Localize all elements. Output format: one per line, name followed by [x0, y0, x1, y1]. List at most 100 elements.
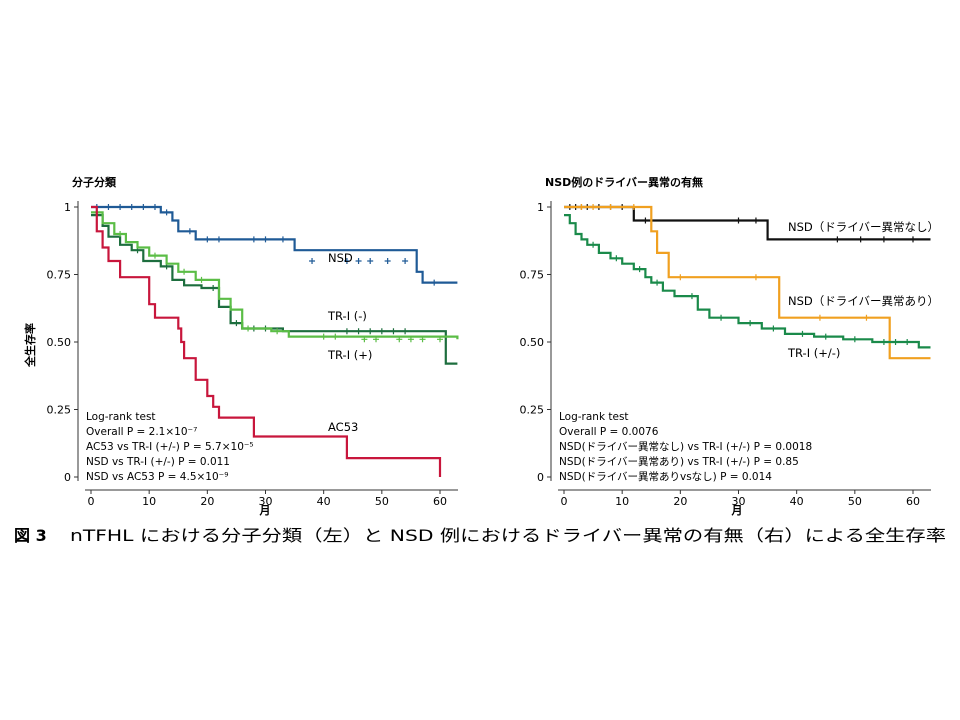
survival-curve-1 — [91, 214, 458, 365]
censor-mark — [117, 231, 124, 237]
right-series-label-driver: NSD（ドライバー異常あり） — [788, 294, 939, 308]
censor-mark — [654, 279, 661, 286]
x-tick-label: 10 — [142, 495, 156, 508]
figure-number: 図 3 — [14, 526, 47, 545]
survival-curve-2 — [564, 214, 931, 349]
censor-mark — [210, 285, 217, 291]
censor-mark — [880, 236, 887, 243]
right-stat-line: NSD(ドライバー異常なし) vs TR-I (+/-) P = 0.0018 — [559, 440, 812, 453]
censor-mark — [590, 241, 597, 248]
y-tick-label: 0.75 — [520, 269, 545, 282]
censor-mark — [204, 236, 211, 243]
censor-mark — [367, 258, 374, 264]
censor-mark — [367, 328, 374, 335]
censor-mark — [384, 258, 391, 264]
left-x-axis-label: 月 — [259, 504, 271, 517]
y-tick-label: 1 — [64, 201, 71, 214]
figure-caption: nTFHL における分子分類（左）と NSD 例におけるドライバー異常の有無（右… — [70, 526, 946, 545]
censor-mark — [636, 266, 643, 273]
censor-mark — [233, 320, 240, 327]
censor-mark — [262, 236, 269, 243]
censor-mark — [880, 339, 887, 345]
censor-mark — [613, 255, 620, 262]
x-tick-label: 20 — [673, 495, 687, 508]
y-tick-label: 1 — [537, 201, 544, 214]
censor-mark — [332, 333, 339, 340]
x-tick-label: 10 — [615, 495, 629, 508]
y-tick-label: 0.50 — [520, 336, 545, 349]
left-stat-line: Overall P = 2.1×10⁻⁷ — [86, 426, 197, 438]
censor-mark — [396, 336, 403, 343]
censor-mark — [373, 336, 380, 343]
censor-mark — [718, 314, 725, 321]
left-series-label-nsd: NSD — [328, 251, 353, 265]
y-tick-label: 0.25 — [47, 404, 72, 417]
censor-mark — [863, 314, 870, 321]
censor-mark — [181, 268, 188, 275]
x-tick-label: 60 — [906, 495, 920, 508]
censor-mark — [250, 236, 257, 243]
left-series-label-tri-plus: TR-I (+) — [327, 348, 372, 362]
right-panel-title: NSD例のドライバー異常の有無 — [545, 175, 703, 189]
censor-mark — [279, 236, 286, 243]
censor-mark — [309, 258, 316, 264]
censor-mark — [816, 314, 823, 321]
left-stat-line: NSD vs TR-I (+/-) P = 0.011 — [86, 456, 230, 468]
y-tick-label: 0.75 — [47, 269, 72, 282]
censor-mark — [857, 236, 864, 243]
survival-curve-1 — [564, 205, 931, 360]
censor-mark — [688, 293, 695, 300]
censor-mark — [437, 336, 443, 343]
censor-mark — [355, 258, 362, 264]
survival-curve-2 — [91, 211, 459, 340]
right-stat-line: Log-rank test — [559, 411, 629, 423]
censor-mark — [747, 320, 754, 327]
censor-mark — [402, 328, 409, 335]
x-tick-label: 50 — [848, 495, 862, 508]
censor-mark — [186, 228, 193, 235]
survival-curve-0 — [91, 205, 458, 284]
censor-mark — [590, 204, 597, 210]
y-tick-label: 0 — [537, 471, 544, 484]
x-tick-label: 40 — [317, 495, 331, 508]
censor-mark — [151, 252, 158, 259]
left-y-axis-label: 全生存率 — [23, 323, 37, 368]
censor-mark — [752, 217, 759, 224]
censor-mark — [343, 258, 350, 264]
censor-mark — [630, 204, 637, 210]
censor-mark — [607, 204, 614, 210]
right-x-axis-label: 月 — [731, 504, 743, 517]
censor-mark — [140, 204, 147, 210]
left-stat-line: AC53 vs TR-I (+/-) P = 5.7×10⁻⁵ — [86, 441, 254, 453]
censor-mark — [343, 328, 350, 335]
censor-mark — [274, 328, 281, 335]
censor-mark — [735, 217, 742, 224]
censor-mark — [642, 217, 649, 224]
censor-mark — [320, 333, 327, 340]
right-series-label-no-driver: NSD（ドライバー異常なし） — [788, 220, 939, 234]
censor-mark — [799, 330, 806, 337]
censor-mark — [117, 204, 124, 210]
survival-curve-3 — [91, 205, 442, 477]
censor-mark — [407, 336, 414, 343]
censor-mark — [128, 204, 135, 210]
censor-mark — [215, 236, 222, 243]
censor-mark — [245, 325, 252, 332]
left-stat-line: Log-rank test — [86, 411, 156, 423]
x-tick-label: 0 — [561, 495, 568, 508]
y-tick-label: 0.50 — [47, 336, 72, 349]
censor-mark — [910, 236, 916, 243]
censor-mark — [677, 274, 684, 281]
censor-mark — [198, 276, 205, 283]
x-tick-label: 0 — [88, 495, 95, 508]
censor-mark — [163, 209, 170, 216]
y-tick-label: 0 — [64, 471, 71, 484]
left-panel-title: 分子分類 — [72, 175, 117, 189]
y-tick-label: 0.25 — [520, 404, 545, 417]
x-tick-label: 20 — [200, 495, 214, 508]
censor-mark — [105, 204, 112, 210]
censor-mark — [752, 274, 759, 281]
censor-mark — [822, 333, 829, 340]
